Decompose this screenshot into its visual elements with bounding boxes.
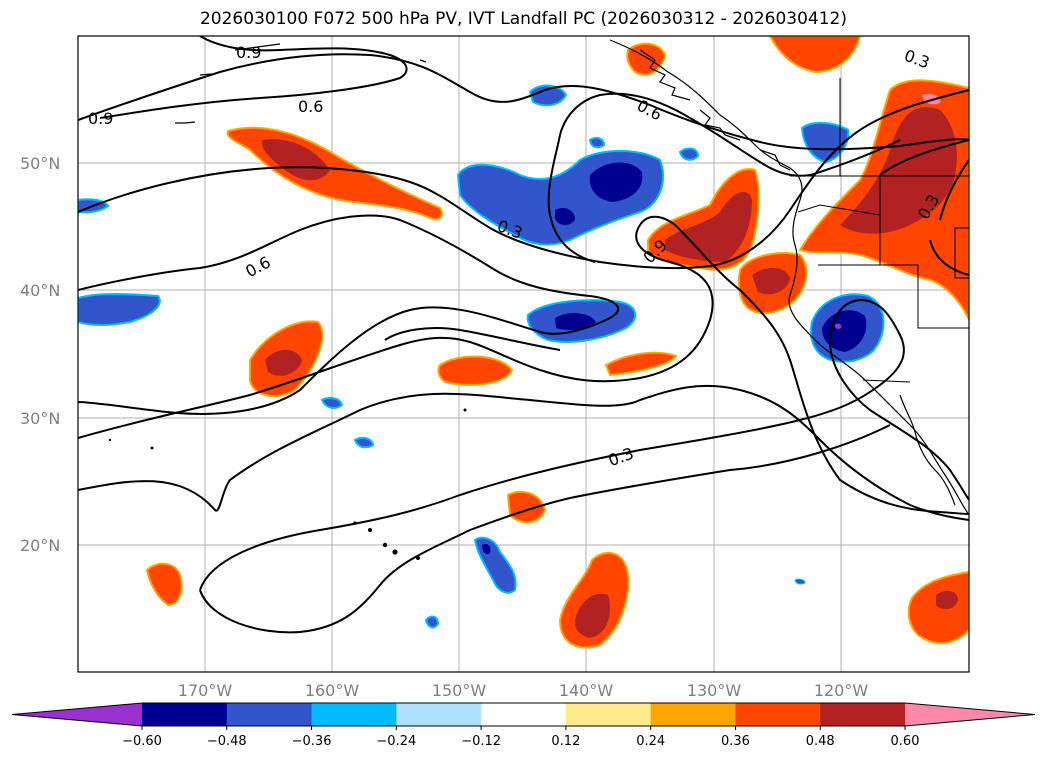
- colorbar-extend-max: [905, 703, 1035, 726]
- anomaly-blob: [678, 147, 700, 161]
- colorbar-tick-label: 0.12: [551, 734, 580, 749]
- colorbar-extend-min: [12, 703, 142, 726]
- anomaly-blob: [840, 106, 957, 234]
- pv-contours: [78, 36, 969, 634]
- borders: [790, 78, 969, 383]
- anomaly-blob: [768, 36, 862, 74]
- anomaly-blob: [752, 267, 790, 295]
- anomaly-blob: [528, 84, 568, 107]
- colorbar-segment: [142, 703, 228, 726]
- map-frame: [77, 35, 970, 673]
- anomaly-blob: [261, 139, 330, 181]
- anomaly-blob: [424, 615, 440, 629]
- anomaly-blob: [145, 562, 183, 607]
- anomaly-blob: [589, 162, 643, 202]
- anomaly-blob: [794, 578, 806, 585]
- colorbar-segment: [650, 703, 736, 726]
- contour-label: 0.9: [236, 43, 261, 62]
- colorbar-tick-label: −0.24: [376, 734, 416, 749]
- colorbar-tick-label: −0.48: [207, 734, 247, 749]
- negative-anomaly-fields: [78, 84, 885, 629]
- colorbar-tick-label: 0.60: [891, 734, 920, 749]
- anomaly-blob: [604, 351, 678, 377]
- colorbar-segment: [565, 703, 652, 726]
- colorbar: −0.60 −0.48 −0.36 −0.24 −0.12 0.12 0.24 0.36 0.4…: [11, 702, 1036, 749]
- latitude-labels: 50°N 40°N 30°N 20°N: [20, 154, 60, 555]
- colorbar-tick-label: −0.12: [461, 734, 501, 749]
- lon-label: 160°W: [305, 681, 360, 700]
- colorbar-segment: [396, 703, 482, 726]
- colorbar-tick-label: 0.24: [636, 734, 665, 749]
- colorbar-tick-label: −0.60: [122, 734, 162, 749]
- anomaly-blob: [265, 349, 302, 376]
- positive-anomaly-fields: [145, 36, 969, 649]
- anomaly-blob: [78, 293, 161, 326]
- colorbar-tick-label: 0.48: [806, 734, 835, 749]
- lat-label: 20°N: [20, 536, 60, 555]
- anomaly-blob: [835, 323, 842, 329]
- longitude-labels: 170°W 160°W 150°W 140°W 130°W 120°W: [178, 681, 869, 700]
- colorbar-segment: [481, 703, 567, 726]
- anomaly-blob: [506, 490, 547, 524]
- lat-label: 30°N: [20, 409, 60, 428]
- lat-label: 40°N: [20, 281, 60, 300]
- colorbar-segment: [311, 703, 397, 726]
- anomaly-blob: [936, 590, 958, 610]
- colorbar-tick-label: −0.36: [292, 734, 332, 749]
- lon-label: 130°W: [687, 681, 742, 700]
- lon-label: 140°W: [559, 681, 614, 700]
- anomaly-blob: [353, 436, 375, 449]
- anomaly-blob: [482, 543, 491, 555]
- lon-label: 120°W: [814, 681, 869, 700]
- anomaly-blob: [555, 313, 596, 330]
- anomaly-blob: [437, 355, 514, 386]
- contour-label: 0.6: [298, 97, 323, 116]
- islands: [108, 408, 467, 560]
- colorbar-segment: [226, 703, 313, 726]
- anomaly-blob: [588, 136, 606, 149]
- lon-label: 150°W: [432, 681, 487, 700]
- anomaly-blob: [574, 593, 610, 638]
- contour-label: 0.9: [88, 109, 113, 128]
- anomaly-blob: [320, 396, 344, 409]
- anomaly-blob: [665, 191, 752, 262]
- colorbar-segment: [735, 703, 821, 726]
- anomaly-blob: [907, 570, 969, 645]
- map-title: 2026030100 F072 500 hPa PV, IVT Landfall…: [199, 9, 847, 29]
- colorbar-tick-label: 0.36: [721, 734, 750, 749]
- colorbar-segment: [820, 703, 906, 726]
- lon-label: 170°W: [178, 681, 233, 700]
- lat-label: 50°N: [20, 154, 60, 173]
- anomaly-blob: [800, 122, 850, 164]
- coastlines: [175, 39, 969, 516]
- anomaly-blob: [555, 208, 575, 226]
